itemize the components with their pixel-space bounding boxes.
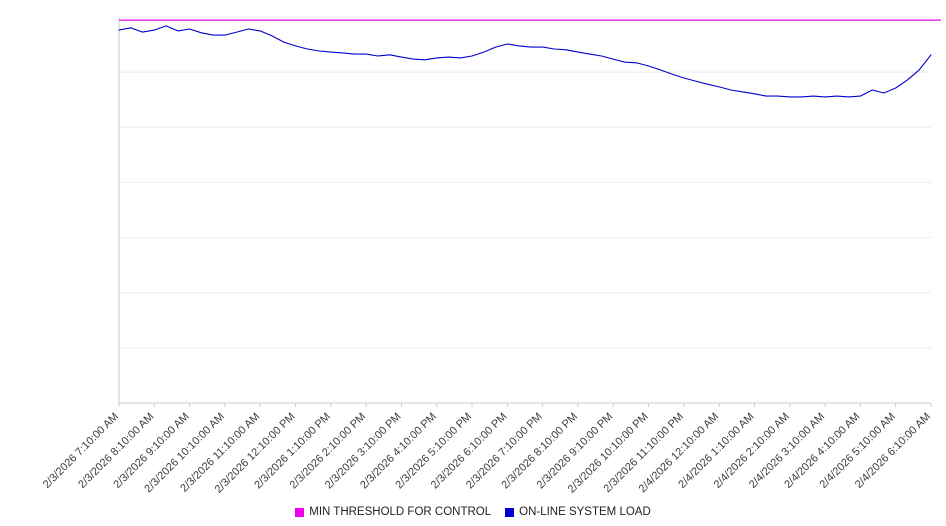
chart-area: 2/3/2026 7:10:00 AM 2/3/2026 8:10:00 AM 2/… [0,0,946,496]
system-load-label: ON-LINE SYSTEM LOAD [519,506,651,518]
min-threshold-label: MIN THRESHOLD FOR CONTROL [309,506,492,518]
legend-item-min-threshold[interactable]: MIN THRESHOLD FOR CONTROL [295,506,491,518]
chart-svg[interactable]: 2/3/2026 7:10:00 AM2/3/2026 8:10:00 AM2/… [0,0,946,496]
min-threshold-swatch [295,507,305,517]
legend: MIN THRESHOLD FOR CONTROL ON-LINE SYSTEM… [0,506,946,518]
system-load-swatch [505,507,515,517]
system-load-line [118,25,932,98]
legend-item-system-load[interactable]: ON-LINE SYSTEM LOAD [505,506,651,518]
